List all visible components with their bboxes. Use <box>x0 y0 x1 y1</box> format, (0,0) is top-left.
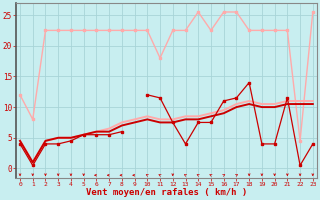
X-axis label: Vent moyen/en rafales ( km/h ): Vent moyen/en rafales ( km/h ) <box>86 188 247 197</box>
